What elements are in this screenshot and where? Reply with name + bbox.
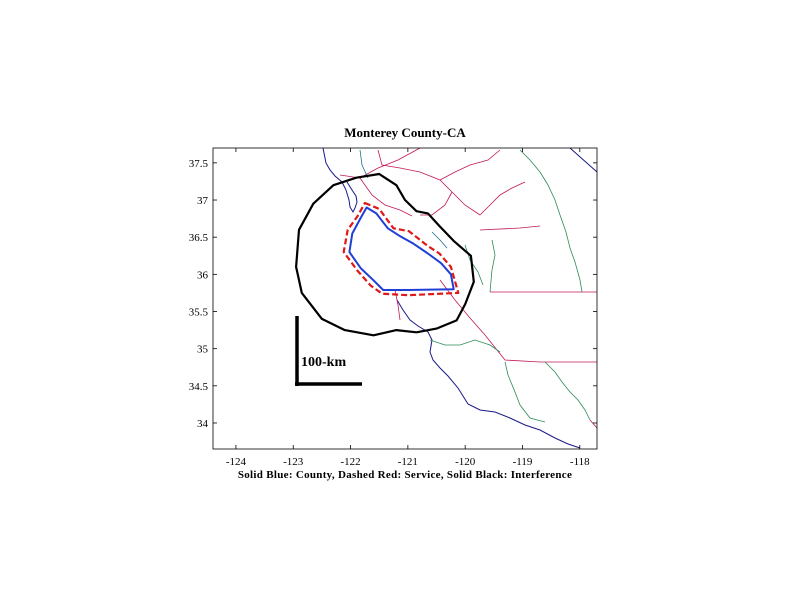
bay-coastline [322, 147, 358, 214]
county-line-green-5 [544, 361, 591, 421]
coverage-layers [295, 172, 475, 337]
scale-bar-label: 100-km [301, 355, 346, 370]
county-line-green-2 [489, 239, 496, 293]
county-line-red-2 [359, 177, 413, 217]
county-line-red-11 [589, 419, 598, 429]
interference-contour [295, 172, 475, 337]
scale-bar: 100-km [295, 316, 362, 386]
y-tick-label: 36.5 [189, 232, 209, 244]
service-contour [342, 201, 460, 297]
y-tick-label: 35.5 [189, 307, 209, 319]
x-tick-label: -124 [226, 456, 247, 468]
map-title: Monterey County-CA [344, 125, 466, 140]
county-line-red-9 [439, 279, 597, 363]
y-tick-label: 36 [197, 269, 209, 281]
x-tick-label: -123 [283, 456, 304, 468]
x-tick-label: -118 [570, 456, 590, 468]
county-line-red-7 [479, 225, 541, 231]
county-line-green-4 [429, 339, 501, 353]
county-line-teal-2 [431, 231, 448, 249]
x-tick-label: -121 [398, 456, 418, 468]
x-tick-label: -122 [340, 456, 360, 468]
map-axes: -124 -123 -122 -121 -120 -119 -118 37.5 37 36.5 36… [189, 147, 598, 468]
x-tick-label: -120 [455, 456, 476, 468]
boundary-lines [322, 147, 598, 449]
county-line-red-1 [339, 147, 421, 179]
county-line-red-10 [394, 289, 401, 321]
county-line-red-6 [420, 191, 453, 216]
county-line-green-3 [504, 361, 546, 423]
county-line-teal-1 [359, 149, 369, 179]
y-tick-label: 35 [197, 344, 209, 356]
x-tick-label: -119 [513, 456, 533, 468]
y-tick-label: 34 [197, 418, 209, 430]
state-boundary [569, 147, 598, 173]
county-line-green-6 [464, 244, 484, 286]
y-tick-label: 37 [197, 195, 209, 207]
y-tick-label: 37.5 [189, 158, 209, 170]
county-line-red-5 [479, 181, 526, 216]
map-caption: Solid Blue: County, Dashed Red: Service,… [237, 469, 573, 481]
y-tick-label: 34.5 [189, 381, 209, 393]
county-boundary [348, 206, 455, 291]
county-line-red-3 [377, 149, 481, 216]
county-line-green-1 [519, 149, 583, 293]
county-line-red-4 [439, 149, 501, 181]
coastline-south [396, 299, 581, 449]
plot-frame [212, 147, 598, 450]
